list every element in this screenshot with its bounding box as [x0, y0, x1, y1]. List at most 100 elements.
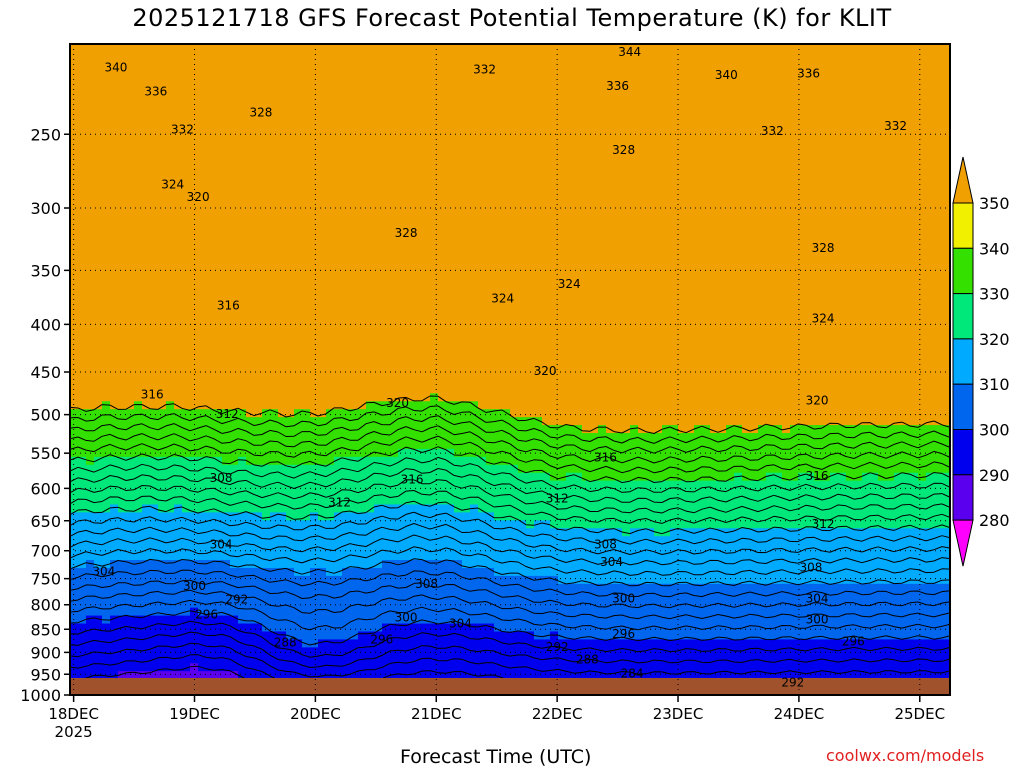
- field-cell: [454, 282, 463, 291]
- field-cell: [590, 44, 599, 53]
- field-cell: [70, 115, 79, 124]
- field-cell: [918, 385, 927, 394]
- field-cell: [654, 123, 663, 132]
- field-cell: [518, 226, 527, 236]
- field-cell: [686, 51, 695, 61]
- field-cell: [742, 282, 751, 291]
- field-cell: [750, 234, 759, 244]
- field-cell: [350, 139, 359, 148]
- field-cell: [910, 59, 919, 69]
- field-cell: [638, 282, 647, 291]
- field-cell: [174, 107, 183, 117]
- field-cell: [206, 401, 215, 410]
- field-cell: [830, 377, 839, 386]
- field-cell: [854, 99, 863, 109]
- field-cell: [718, 99, 727, 109]
- field-cell: [454, 298, 463, 307]
- field-cell: [342, 210, 351, 220]
- field-cell: [278, 75, 287, 85]
- field-cell: [390, 250, 399, 259]
- field-cell: [302, 202, 311, 212]
- field-cell: [862, 99, 871, 109]
- field-cell: [542, 178, 551, 188]
- field-cell: [390, 234, 399, 244]
- field-cell: [118, 107, 127, 117]
- field-cell: [638, 290, 647, 299]
- field-cell: [390, 147, 399, 156]
- field-cell: [742, 337, 751, 347]
- field-cell: [198, 115, 207, 124]
- field-cell: [446, 123, 455, 132]
- field-cell: [166, 163, 175, 172]
- field-cell: [486, 186, 495, 196]
- field-cell: [182, 123, 191, 132]
- field-cell: [94, 313, 103, 323]
- field-cell: [262, 242, 271, 252]
- field-cell: [734, 139, 743, 148]
- field-cell: [406, 242, 415, 252]
- field-cell: [550, 290, 559, 299]
- field-cell: [710, 163, 719, 172]
- field-cell: [926, 131, 935, 140]
- field-cell: [406, 155, 415, 164]
- field-cell: [414, 131, 423, 140]
- field-cell: [94, 337, 103, 347]
- field-cell: [542, 202, 551, 212]
- field-cell: [486, 377, 495, 386]
- field-cell: [718, 329, 727, 339]
- field-cell: [726, 147, 735, 156]
- field-cell: [646, 44, 655, 53]
- field-cell: [254, 242, 263, 252]
- field-cell: [190, 393, 199, 402]
- field-cell: [182, 163, 191, 172]
- field-cell: [582, 361, 591, 371]
- field-cell: [470, 91, 479, 101]
- field-cell: [806, 115, 815, 124]
- field-cell: [534, 266, 543, 275]
- field-cell: [182, 67, 191, 77]
- field-cell: [566, 313, 575, 323]
- field-cell: [214, 282, 223, 291]
- field-cell: [86, 298, 95, 307]
- field-cell: [734, 210, 743, 220]
- field-cell: [214, 393, 223, 402]
- field-cell: [278, 377, 287, 386]
- field-cell: [798, 186, 807, 196]
- field-cell: [886, 234, 895, 244]
- field-cell: [598, 290, 607, 299]
- field-cell: [534, 329, 543, 339]
- field-cell: [430, 83, 439, 93]
- field-cell: [102, 353, 111, 363]
- field-cell: [534, 393, 543, 402]
- field-cell: [502, 218, 511, 228]
- field-cell: [774, 282, 783, 291]
- field-cell: [742, 321, 751, 331]
- field-cell: [206, 377, 215, 386]
- field-cell: [790, 226, 799, 236]
- field-cell: [126, 210, 135, 220]
- field-cell: [270, 163, 279, 172]
- field-cell: [142, 115, 151, 124]
- field-cell: [534, 321, 543, 331]
- field-cell: [662, 282, 671, 291]
- field-cell: [830, 337, 839, 347]
- field-cell: [566, 226, 575, 236]
- field-cell: [102, 345, 111, 355]
- field-cell: [454, 321, 463, 331]
- field-cell: [158, 385, 167, 394]
- field-cell: [550, 178, 559, 188]
- field-cell: [262, 202, 271, 212]
- field-cell: [734, 91, 743, 101]
- field-cell: [158, 313, 167, 323]
- field-cell: [718, 147, 727, 156]
- field-cell: [470, 99, 479, 109]
- field-cell: [678, 337, 687, 347]
- field-cell: [470, 393, 479, 402]
- field-cell: [726, 91, 735, 101]
- field-cell: [94, 250, 103, 259]
- field-cell: [326, 313, 335, 323]
- field-cell: [366, 44, 375, 53]
- field-cell: [118, 226, 127, 236]
- field-cell: [110, 107, 119, 117]
- field-cell: [286, 75, 295, 85]
